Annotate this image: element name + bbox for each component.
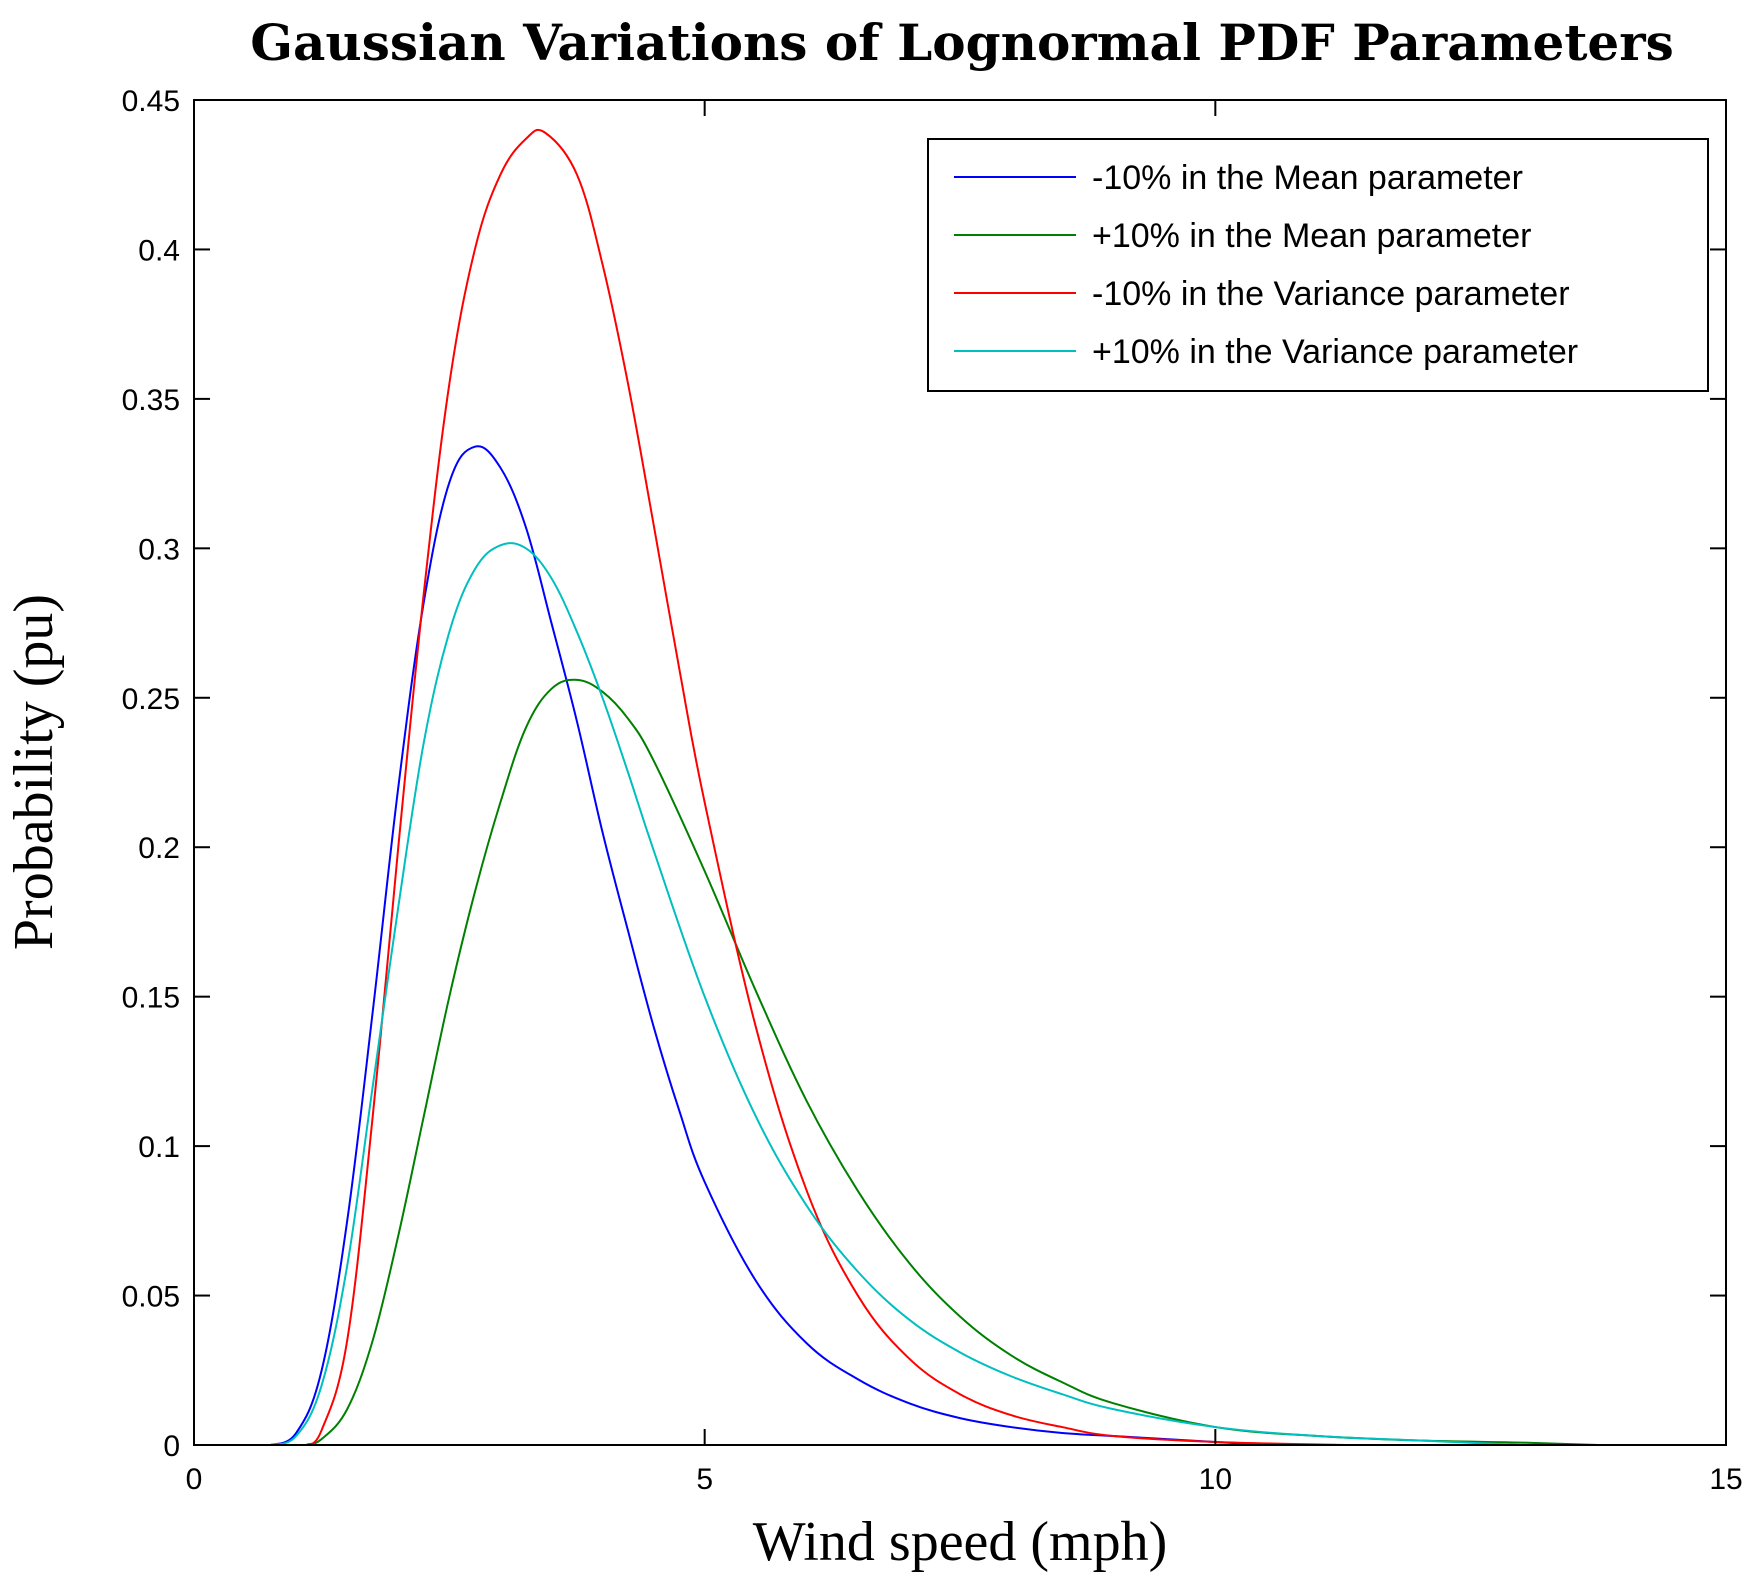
legend-items: -10% in the Mean parameter +10% in the Me… — [954, 159, 1578, 371]
y-tick-label: 0.3 — [138, 533, 180, 566]
y-tick-label: 0.1 — [138, 1131, 180, 1164]
series-layer — [270, 128, 1599, 1446]
y-tick-label: 0.35 — [122, 384, 180, 417]
plot-frame — [193, 99, 1727, 1446]
legend-label-2: +10% in the Mean parameter — [1092, 217, 1531, 255]
series-line-4 — [270, 542, 1522, 1446]
y-tick-label: 0.45 — [122, 85, 180, 118]
legend: -10% in the Mean parameter +10% in the Me… — [927, 138, 1709, 392]
x-tick-label: 15 — [1709, 1463, 1742, 1496]
y-tick-label: 0.4 — [138, 234, 180, 267]
legend-box — [927, 138, 1709, 392]
y-tick-label: 0.2 — [138, 832, 180, 865]
x-tick-label: 10 — [1199, 1463, 1232, 1496]
x-tick-label: 0 — [186, 1463, 203, 1496]
legend-label-3: -10% in the Variance parameter — [1092, 275, 1570, 313]
y-axis-label: Probability (pu) — [3, 594, 65, 950]
series-line-1 — [270, 445, 1267, 1446]
y-tick-label: 0.15 — [122, 982, 180, 1015]
legend-label-4: +10% in the Variance parameter — [1092, 333, 1578, 371]
y-tick-label: 0.05 — [122, 1281, 180, 1314]
chart-title: Gaussian Variations of Lognormal PDF Par… — [250, 13, 1673, 72]
legend-label-1: -10% in the Mean parameter — [1092, 159, 1523, 197]
series-line-3 — [305, 128, 1349, 1446]
ticks-layer: 0 5 10 15 0 0.05 0.1 0.15 0.2 0.25 0.3 0.35 0.4 0.45 — [122, 85, 1743, 1496]
series-line-2 — [305, 678, 1599, 1446]
x-tick-label: 5 — [696, 1463, 713, 1496]
y-tick-label: 0.25 — [122, 683, 180, 716]
x-axis-label: Wind speed (mph) — [753, 1511, 1168, 1573]
y-tick-label: 0 — [163, 1430, 180, 1463]
